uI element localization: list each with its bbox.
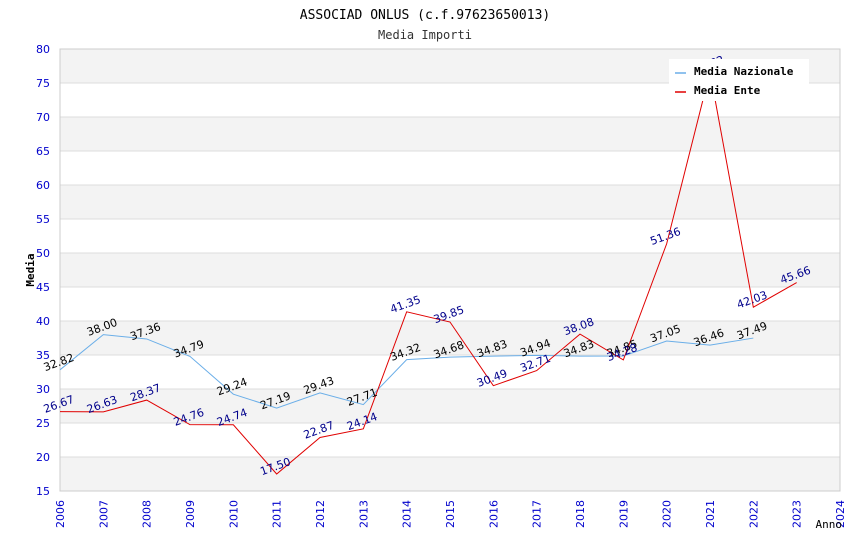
- x-tick-label: 2017: [531, 500, 544, 528]
- data-label: 51.36: [648, 225, 682, 248]
- y-tick-label: 80: [36, 43, 50, 56]
- y-tick-label: 15: [36, 485, 50, 498]
- x-tick-label: 2007: [97, 500, 110, 528]
- x-tick-label: 2012: [314, 500, 327, 528]
- legend-label-media-ente: Media Ente: [694, 84, 761, 97]
- y-tick-label: 25: [36, 417, 50, 430]
- plot-frame: [59, 48, 841, 492]
- y-tick-label: 20: [36, 451, 50, 464]
- x-tick-label: 2010: [227, 500, 240, 528]
- grid-bands: [60, 49, 840, 491]
- x-tick-label: 2016: [487, 500, 500, 528]
- x-tick-label: 2014: [401, 500, 414, 528]
- y-tick-label: 70: [36, 111, 50, 124]
- chart-subtitle: Media Importi: [378, 28, 472, 42]
- x-tick-label: 2023: [791, 500, 804, 528]
- y-tick-label: 45: [36, 281, 50, 294]
- y-axis-label: Media: [24, 253, 37, 286]
- legend-box: [669, 59, 809, 101]
- y-tick-label: 30: [36, 383, 50, 396]
- x-axis-label: Anno: [816, 518, 843, 531]
- y-tick-label: 35: [36, 349, 50, 362]
- y-tick-labels: 15 20 25 30 35 40 45 50 55 60 65 70 75 80: [36, 43, 50, 498]
- y-tick-label: 50: [36, 247, 50, 260]
- x-tick-label: 2020: [661, 500, 674, 528]
- y-tick-label: 60: [36, 179, 50, 192]
- x-tick-label: 2018: [574, 500, 587, 528]
- y-tick-label: 55: [36, 213, 50, 226]
- series-line-media-ente: [59, 71, 797, 475]
- x-tick-label: 2022: [747, 500, 760, 528]
- x-tick-label: 2024: [834, 500, 847, 528]
- grid-band: [60, 321, 840, 355]
- x-tick-label: 2015: [444, 500, 457, 528]
- grid-band: [60, 389, 840, 423]
- x-tick-label: 2013: [357, 500, 370, 528]
- x-tick-label: 2009: [184, 500, 197, 528]
- x-tick-label: 2008: [141, 500, 154, 528]
- chart-title: ASSOCIAD ONLUS (c.f.97623650013): [300, 8, 550, 23]
- grid-band: [60, 253, 840, 287]
- y-tick-label: 75: [36, 77, 50, 90]
- x-tick-label: 2011: [271, 500, 284, 528]
- x-tick-label: 2021: [704, 500, 717, 528]
- x-tick-labels: 2006 2007 2008 2009 2010 2011 2012 2013 2014 2015…: [54, 500, 847, 528]
- data-label: 42.03: [735, 288, 769, 311]
- x-tick-label: 2006: [54, 500, 67, 528]
- y-tick-label: 65: [36, 145, 50, 158]
- data-label: 41.35: [388, 293, 422, 316]
- legend-label-media-nazionale: Media Nazionale: [694, 65, 794, 78]
- grid-band: [60, 185, 840, 219]
- series-line-media-nazionale: [59, 334, 754, 409]
- grid-band: [60, 117, 840, 151]
- data-label: 30.49: [475, 367, 509, 390]
- grid-band: [60, 457, 840, 491]
- x-tick-label: 2019: [617, 500, 630, 528]
- series-lines: [59, 71, 797, 475]
- legend: Media Nazionale Media Ente: [669, 59, 809, 101]
- y-tick-label: 40: [36, 315, 50, 328]
